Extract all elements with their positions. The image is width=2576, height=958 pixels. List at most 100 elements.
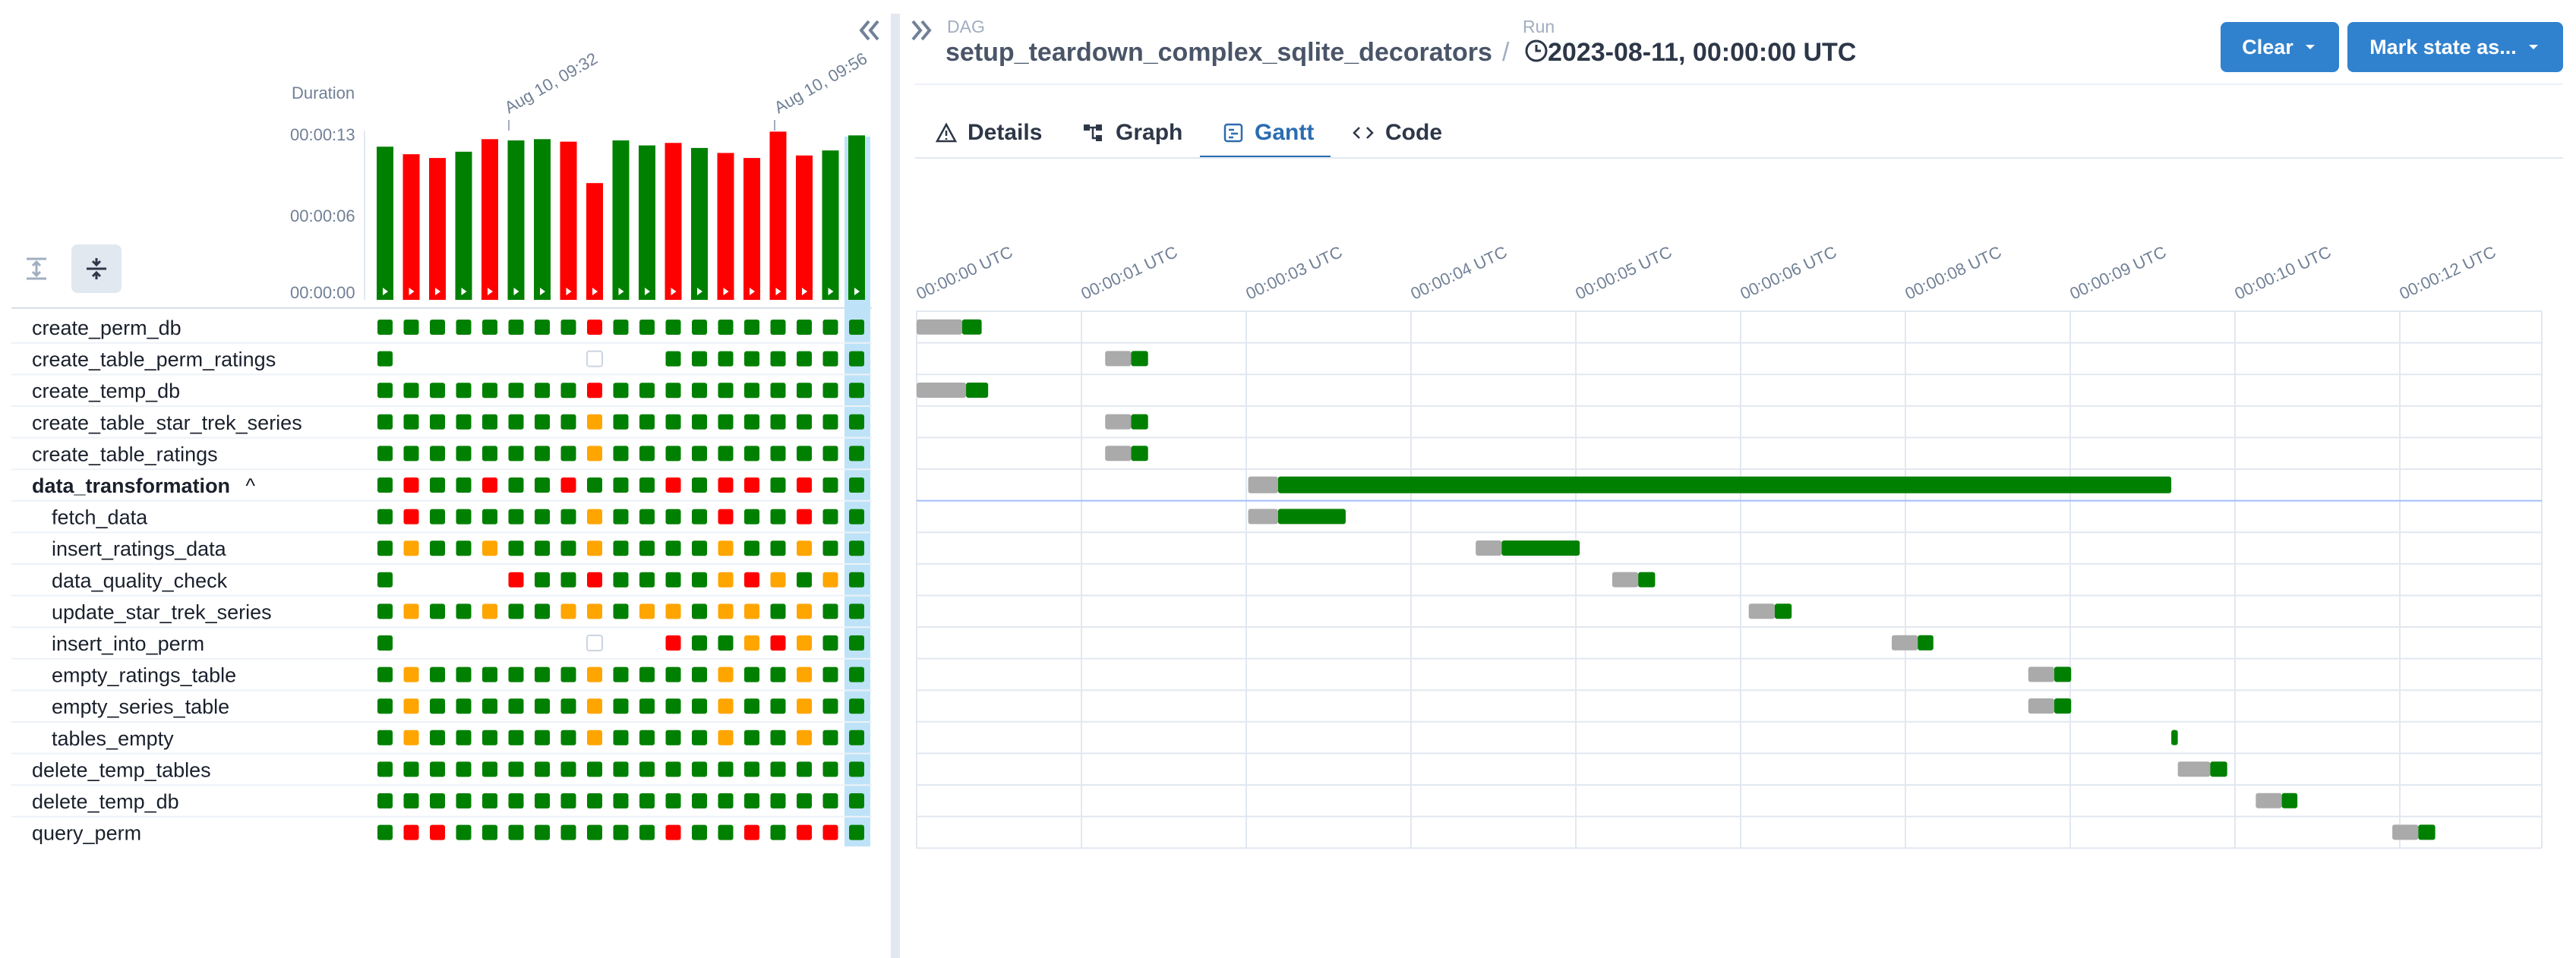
task-instance-cell[interactable] bbox=[587, 667, 602, 682]
tab-code[interactable]: Code bbox=[1352, 108, 1442, 158]
task-instance-cell[interactable] bbox=[587, 383, 602, 399]
task-instance-cell[interactable] bbox=[560, 320, 576, 335]
task-instance-cell[interactable] bbox=[482, 698, 497, 714]
task-instance-cell[interactable] bbox=[403, 414, 419, 430]
task-instance-cell[interactable] bbox=[770, 635, 786, 651]
task-name[interactable]: create_perm_db bbox=[32, 317, 182, 339]
task-instance-cell[interactable] bbox=[718, 572, 734, 588]
run-value[interactable]: 2023-08-11, 00:00:00 UTC bbox=[1548, 38, 1857, 67]
gantt-queued-bar[interactable] bbox=[2177, 761, 2211, 777]
task-instance-cell[interactable] bbox=[718, 667, 734, 682]
task-instance-cell[interactable] bbox=[377, 635, 393, 651]
task-instance-cell[interactable] bbox=[822, 351, 838, 367]
gantt-queued-bar[interactable] bbox=[1105, 446, 1132, 462]
gantt-run-bar[interactable] bbox=[1918, 635, 1934, 651]
task-instance-cell[interactable] bbox=[718, 540, 734, 556]
task-instance-cell[interactable] bbox=[770, 477, 786, 493]
task-instance-cell[interactable] bbox=[613, 824, 629, 840]
task-instance-cell[interactable] bbox=[744, 383, 759, 399]
task-instance-cell[interactable] bbox=[535, 540, 550, 556]
task-instance-cell[interactable] bbox=[535, 320, 550, 335]
task-instance-cell[interactable] bbox=[377, 540, 393, 556]
task-instance-cell[interactable] bbox=[797, 320, 812, 335]
gantt-queued-bar[interactable] bbox=[917, 383, 967, 398]
task-instance-cell[interactable] bbox=[770, 698, 786, 714]
gantt-queued-bar[interactable] bbox=[2028, 667, 2054, 682]
panel-resize-handle[interactable] bbox=[891, 14, 900, 958]
task-instance-cell[interactable] bbox=[613, 730, 629, 745]
task-name[interactable]: insert_into_perm bbox=[52, 632, 204, 655]
gantt-run-bar[interactable] bbox=[966, 383, 989, 398]
task-instance-cell[interactable] bbox=[560, 603, 576, 619]
task-instance-cell[interactable] bbox=[639, 793, 655, 808]
task-instance-cell[interactable] bbox=[560, 730, 576, 745]
gantt-queued-bar[interactable] bbox=[1248, 509, 1278, 525]
task-instance-cell[interactable] bbox=[797, 383, 812, 399]
task-instance-cell[interactable] bbox=[508, 572, 524, 588]
task-instance-cell[interactable] bbox=[797, 793, 812, 808]
task-instance-cell[interactable] bbox=[744, 477, 759, 493]
task-instance-cell[interactable] bbox=[744, 824, 759, 840]
gantt-queued-bar[interactable] bbox=[1248, 476, 1278, 493]
task-instance-cell[interactable] bbox=[718, 635, 734, 651]
gantt-queued-bar[interactable] bbox=[1612, 572, 1639, 588]
task-instance-cell[interactable] bbox=[692, 730, 707, 745]
task-instance-cell[interactable] bbox=[797, 761, 812, 777]
task-instance-cell[interactable] bbox=[613, 446, 629, 462]
task-instance-cell[interactable] bbox=[535, 383, 550, 399]
double-chevron-right-icon[interactable] bbox=[910, 17, 934, 44]
task-name[interactable]: create_table_perm_ratings bbox=[32, 348, 276, 371]
task-instance-cell[interactable] bbox=[692, 635, 707, 651]
task-instance-cell[interactable] bbox=[770, 414, 786, 430]
task-instance-cell[interactable] bbox=[797, 824, 812, 840]
task-instance-cell[interactable] bbox=[587, 320, 602, 335]
task-instance-cell[interactable] bbox=[508, 730, 524, 745]
task-instance-cell[interactable] bbox=[482, 824, 497, 840]
task-instance-cell[interactable] bbox=[403, 730, 419, 745]
task-instance-cell[interactable] bbox=[403, 540, 419, 556]
task-instance-cell[interactable] bbox=[692, 477, 707, 493]
duration-bar[interactable] bbox=[796, 155, 813, 300]
task-instance-cell[interactable] bbox=[849, 414, 864, 430]
task-instance-cell[interactable] bbox=[456, 540, 472, 556]
task-instance-cell[interactable] bbox=[482, 509, 497, 525]
task-instance-cell[interactable] bbox=[535, 761, 550, 777]
task-instance-cell[interactable] bbox=[665, 730, 681, 745]
gantt-run-bar[interactable] bbox=[961, 319, 982, 335]
task-instance-cell[interactable] bbox=[613, 793, 629, 808]
collapse-all-button[interactable] bbox=[71, 244, 122, 293]
task-instance-cell[interactable] bbox=[430, 446, 445, 462]
task-instance-cell[interactable] bbox=[560, 761, 576, 777]
task-instance-cell[interactable] bbox=[692, 383, 707, 399]
task-instance-cell[interactable] bbox=[797, 635, 812, 651]
task-instance-cell[interactable] bbox=[560, 824, 576, 840]
task-instance-cell[interactable] bbox=[770, 793, 786, 808]
task-name[interactable]: empty_ratings_table bbox=[52, 664, 236, 687]
task-instance-cell[interactable] bbox=[508, 509, 524, 525]
double-chevron-left-icon[interactable] bbox=[857, 17, 881, 44]
task-name[interactable]: update_star_trek_series bbox=[52, 600, 272, 623]
gantt-run-bar[interactable] bbox=[1131, 414, 1148, 430]
task-instance-cell[interactable] bbox=[456, 667, 472, 682]
duration-bar[interactable] bbox=[769, 131, 787, 300]
task-instance-cell[interactable] bbox=[456, 509, 472, 525]
task-instance-cell[interactable] bbox=[744, 793, 759, 808]
task-name[interactable]: query_perm bbox=[32, 822, 141, 845]
gantt-run-bar[interactable] bbox=[2054, 667, 2072, 682]
task-instance-cell[interactable] bbox=[822, 509, 838, 525]
task-instance-cell[interactable] bbox=[797, 477, 812, 493]
task-instance-cell[interactable] bbox=[377, 667, 393, 682]
task-instance-cell[interactable] bbox=[482, 320, 497, 335]
task-instance-cell[interactable] bbox=[586, 635, 603, 651]
task-instance-cell[interactable] bbox=[560, 414, 576, 430]
task-instance-cell[interactable] bbox=[718, 477, 734, 493]
task-instance-cell[interactable] bbox=[822, 477, 838, 493]
task-instance-cell[interactable] bbox=[456, 603, 472, 619]
task-instance-cell[interactable] bbox=[508, 383, 524, 399]
task-instance-cell[interactable] bbox=[744, 320, 759, 335]
task-instance-cell[interactable] bbox=[718, 603, 734, 619]
task-instance-cell[interactable] bbox=[456, 698, 472, 714]
task-instance-cell[interactable] bbox=[430, 824, 445, 840]
task-instance-cell[interactable] bbox=[403, 509, 419, 525]
task-instance-cell[interactable] bbox=[430, 477, 445, 493]
